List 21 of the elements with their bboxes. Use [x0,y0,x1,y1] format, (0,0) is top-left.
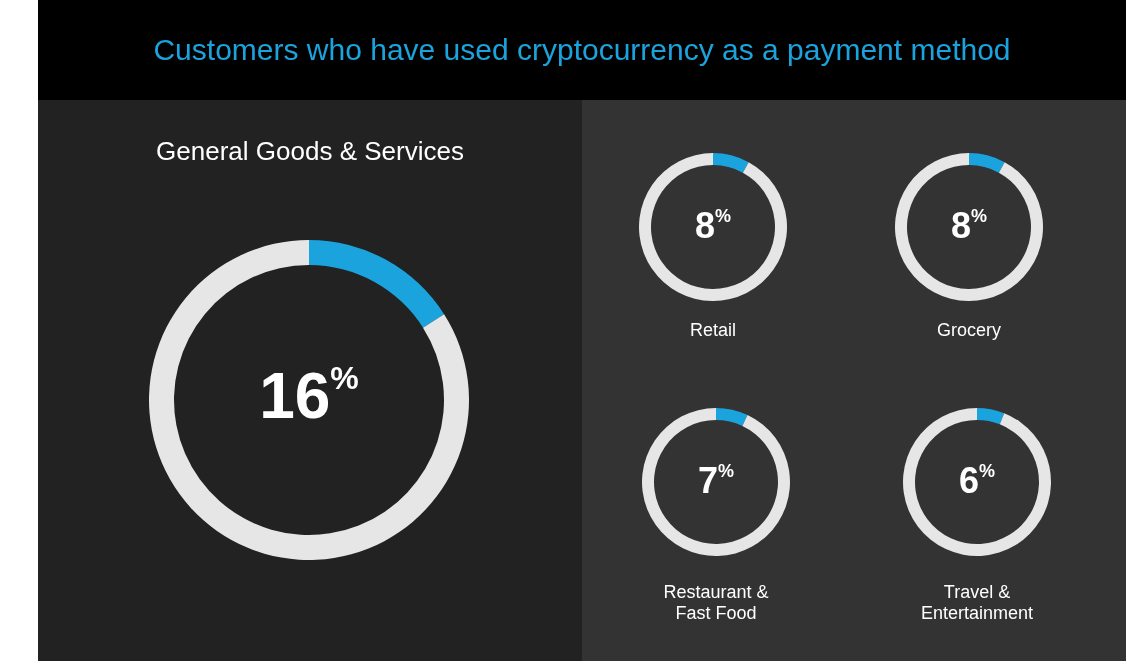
data-label: 7$^{%}$ [697,459,735,501]
text: Customers who have used cryptocurrency as a payment method [38,0,1126,100]
donut-slice [903,408,1051,556]
donut-slice [713,153,749,173]
data-label: 6$^{%}$ [958,459,996,501]
data-label: 8$^{%}$ [694,204,732,246]
donut-slice [895,153,1043,301]
donut-slice [977,408,1005,425]
donut-slice [969,153,1005,173]
donut-slice [149,240,469,560]
text: Travel & Entertainment [919,582,1035,624]
donut-slice [309,240,445,328]
donut-slice [642,408,790,556]
text: Restaurant & Fast Food [662,582,770,624]
chart-subtitle: General Goods & Services [155,136,465,167]
text: Retail [689,320,737,341]
data-label: 8$^{%}$ [950,204,988,246]
donut-slice [639,153,787,301]
text: Grocery [936,320,1002,341]
donut-slice [716,408,748,426]
data-label: 16$^{%}$ [259,360,359,433]
